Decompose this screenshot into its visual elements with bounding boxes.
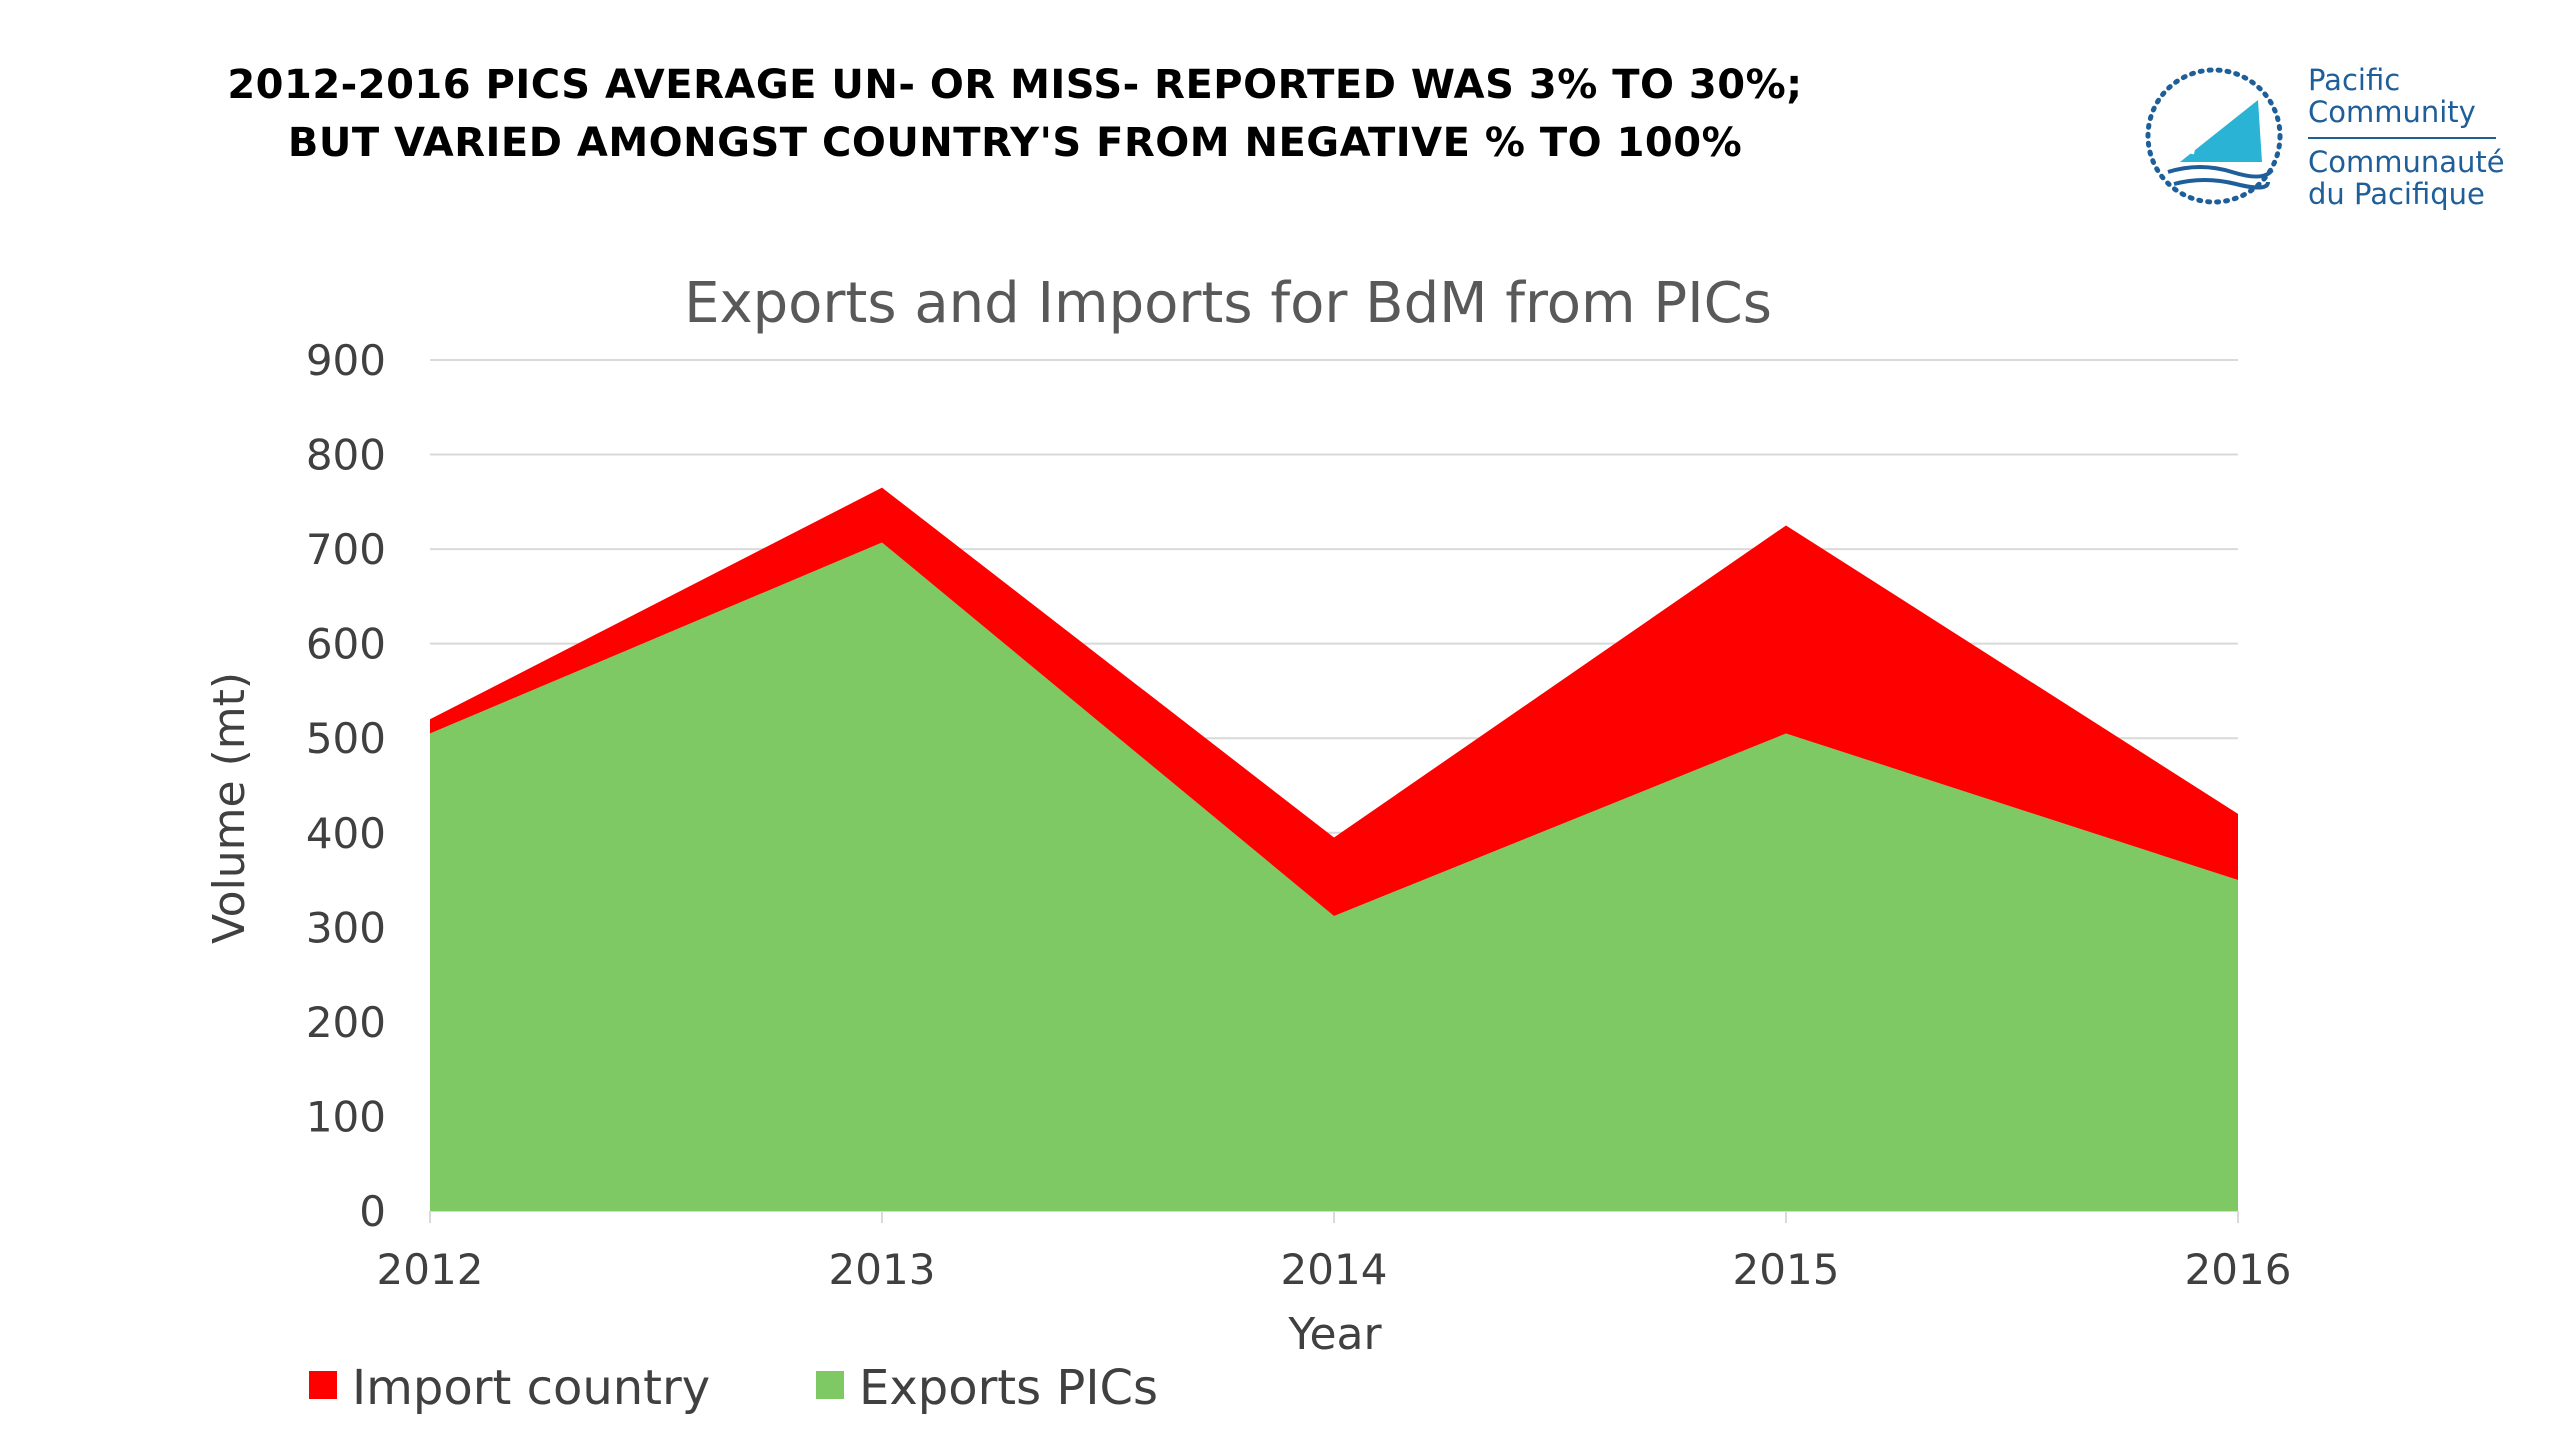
logo-text-en-line-1: Pacific [2308, 63, 2401, 97]
area-import-country [430, 487, 2238, 916]
pacific-community-logo-icon [2145, 67, 2283, 205]
area-exports-pics [430, 542, 2238, 1211]
x-tick-label: 2016 [2185, 1245, 2292, 1294]
chart-title: Exports and Imports for BdM from PICs [684, 271, 1772, 336]
logo-divider [2308, 137, 2496, 139]
slide-headline-line-1: 2012-2016 PICS AVERAGE UN- OR MISS- REPO… [227, 62, 1803, 108]
legend-swatch-exports-pics [816, 1371, 844, 1399]
y-tick-label: 700 [306, 525, 386, 574]
y-tick-label: 600 [306, 620, 386, 669]
y-tick-label: 200 [306, 998, 386, 1047]
logo-text-en-line-2: Community [2308, 95, 2476, 129]
logo-text-fr-line-1: Communauté [2308, 145, 2505, 179]
x-tick-label: 2015 [1733, 1245, 1840, 1294]
legend-label-exports-pics: Exports PICs [859, 1360, 1158, 1416]
y-axis-ticks: 0 100 200 300 400 500 600 700 800 900 [306, 336, 386, 1236]
y-tick-label: 0 [359, 1187, 386, 1236]
y-tick-label: 300 [306, 903, 386, 952]
y-tick-label: 800 [306, 431, 386, 480]
legend-label-import-country: Import country [352, 1360, 710, 1416]
x-axis-ticks: 2012 2013 2014 2015 2016 [377, 1211, 2292, 1294]
legend-swatch-import-country [309, 1371, 337, 1399]
area-series [430, 487, 2238, 1211]
y-axis-label: Volume (mt) [204, 672, 255, 944]
pacific-community-logo: Pacific Community Communauté du Pacifiqu… [2140, 62, 2540, 217]
x-axis-label: Year [1287, 1309, 1382, 1360]
y-tick-label: 900 [306, 336, 386, 385]
legend: Import country Exports PICs [309, 1360, 1158, 1416]
logo-text-fr-line-2: du Pacifique [2308, 177, 2485, 211]
y-tick-label: 400 [306, 809, 386, 858]
x-tick-label: 2014 [1281, 1245, 1388, 1294]
slide-headline-line-2: BUT VARIED AMONGST COUNTRY'S FROM NEGATI… [287, 120, 1743, 166]
y-tick-label: 100 [306, 1092, 386, 1141]
x-tick-label: 2012 [377, 1245, 484, 1294]
x-tick-label: 2013 [829, 1245, 936, 1294]
y-tick-label: 500 [306, 714, 386, 763]
